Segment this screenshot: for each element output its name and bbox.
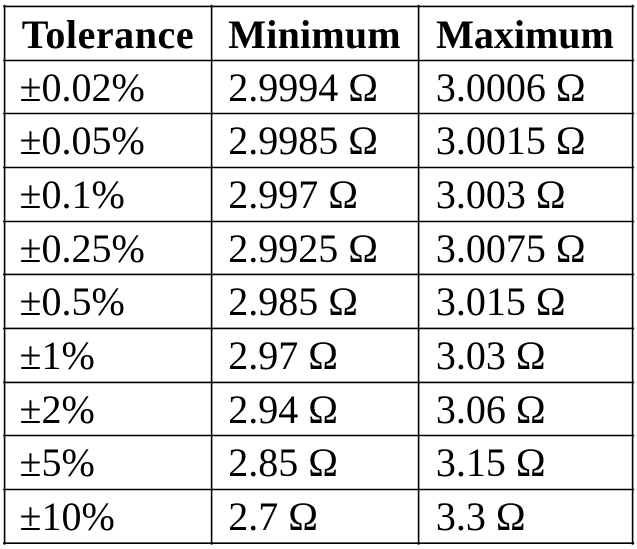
svg-text:±2%: ±2% [20,387,95,432]
svg-text:2.997 Ω: 2.997 Ω [228,172,358,217]
svg-text:3.15 Ω: 3.15 Ω [436,440,546,485]
svg-text:±5%: ±5% [20,440,95,485]
svg-text:3.0006 Ω: 3.0006 Ω [436,65,586,110]
svg-text:2.7 Ω: 2.7 Ω [228,494,318,539]
svg-text:±0.02%: ±0.02% [20,65,145,110]
svg-text:±1%: ±1% [20,333,95,378]
svg-text:2.97 Ω: 2.97 Ω [228,333,338,378]
svg-text:3.0015 Ω: 3.0015 Ω [436,118,586,163]
svg-text:3.015 Ω: 3.015 Ω [436,279,566,324]
svg-text:3.3 Ω: 3.3 Ω [436,494,526,539]
svg-text:2.985 Ω: 2.985 Ω [228,279,358,324]
svg-text:2.94 Ω: 2.94 Ω [228,387,338,432]
svg-text:3.0075 Ω: 3.0075 Ω [436,226,586,271]
svg-text:±0.1%: ±0.1% [20,172,125,217]
svg-text:Minimum: Minimum [228,12,401,57]
svg-text:3.06 Ω: 3.06 Ω [436,387,546,432]
svg-text:±0.05%: ±0.05% [20,118,145,163]
svg-text:2.9994 Ω: 2.9994 Ω [228,65,378,110]
svg-text:3.03 Ω: 3.03 Ω [436,333,546,378]
svg-text:3.003 Ω: 3.003 Ω [436,172,566,217]
svg-text:2.9925 Ω: 2.9925 Ω [228,226,378,271]
svg-text:±0.25%: ±0.25% [20,226,145,271]
svg-text:2.9985 Ω: 2.9985 Ω [228,118,378,163]
svg-text:2.85 Ω: 2.85 Ω [228,440,338,485]
svg-text:±0.5%: ±0.5% [20,279,125,324]
svg-text:±10%: ±10% [20,494,115,539]
svg-text:Maximum: Maximum [436,12,614,57]
svg-text:Tolerance: Tolerance [22,12,194,57]
